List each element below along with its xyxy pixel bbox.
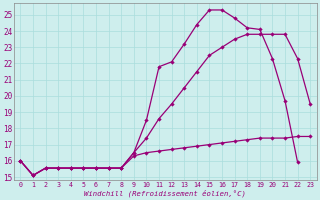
- X-axis label: Windchill (Refroidissement éolien,°C): Windchill (Refroidissement éolien,°C): [84, 189, 246, 197]
